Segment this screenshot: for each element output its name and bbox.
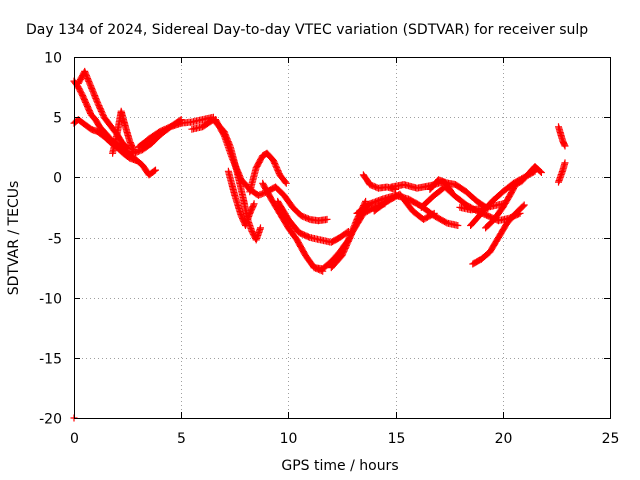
series-track-c	[74, 67, 132, 152]
data-point-marker	[561, 159, 569, 167]
y-tick-label: 5	[53, 111, 62, 127]
y-tick-label: -20	[39, 412, 62, 428]
y-tick-label: -15	[39, 352, 62, 368]
data-point-marker	[282, 179, 290, 187]
data-series	[70, 67, 569, 422]
data-point-marker	[257, 224, 264, 232]
x-tick-label: 25	[602, 431, 620, 447]
data-point-marker	[152, 166, 159, 174]
data-point-marker	[454, 222, 462, 229]
y-tick-label: -5	[48, 232, 62, 248]
series-track-t	[426, 176, 455, 196]
y-tick-label: -10	[39, 292, 62, 308]
data-point-marker	[429, 210, 437, 218]
y-tick-label: 10	[44, 51, 62, 67]
data-point-marker	[430, 209, 438, 217]
data-point-marker	[362, 197, 370, 205]
x-tick-label: 0	[70, 431, 79, 447]
series-track-d	[109, 107, 138, 157]
x-tick-label: 5	[177, 431, 186, 447]
y-axis-title: SDTVAR / TECUs	[6, 181, 22, 296]
series-track-r	[370, 190, 438, 223]
chart-title: Day 134 of 2024, Sidereal Day-to-day VTE…	[26, 22, 588, 38]
series-track-w	[482, 163, 545, 232]
data-point-marker	[150, 167, 158, 175]
series-track-f	[134, 113, 217, 151]
data-point-marker	[520, 201, 528, 209]
x-tick-label: 15	[388, 431, 406, 447]
data-point-marker	[123, 143, 131, 151]
x-axis-tick-labels: 0 5 10 15 20 25	[70, 431, 619, 447]
series-track-h	[212, 116, 331, 225]
x-axis-title: GPS time / hours	[281, 458, 398, 474]
y-axis-tick-labels: -20 -15 -10 -5 0 5 10	[39, 51, 62, 428]
axis-ticks	[74, 57, 611, 419]
y-tick-label: 0	[53, 171, 62, 187]
x-tick-label: 10	[280, 431, 298, 447]
x-tick-label: 20	[495, 431, 513, 447]
series-track-z	[555, 159, 569, 186]
data-point-marker	[281, 178, 289, 186]
data-point-marker	[519, 202, 527, 210]
data-point-marker	[561, 142, 569, 150]
series-track-i	[224, 167, 258, 229]
data-point-marker	[447, 187, 454, 195]
data-point-marker	[536, 168, 544, 175]
data-point-marker	[323, 215, 331, 223]
data-point-marker	[447, 188, 455, 196]
series-track-j	[246, 149, 290, 196]
data-point-marker	[130, 147, 138, 155]
data-point-marker	[556, 175, 564, 183]
series-track-l	[274, 197, 352, 246]
series-track-e	[122, 149, 159, 179]
series-track-y	[555, 123, 569, 150]
data-point-marker	[250, 200, 258, 208]
series-track-x	[469, 201, 528, 268]
data-point-marker	[537, 169, 545, 176]
